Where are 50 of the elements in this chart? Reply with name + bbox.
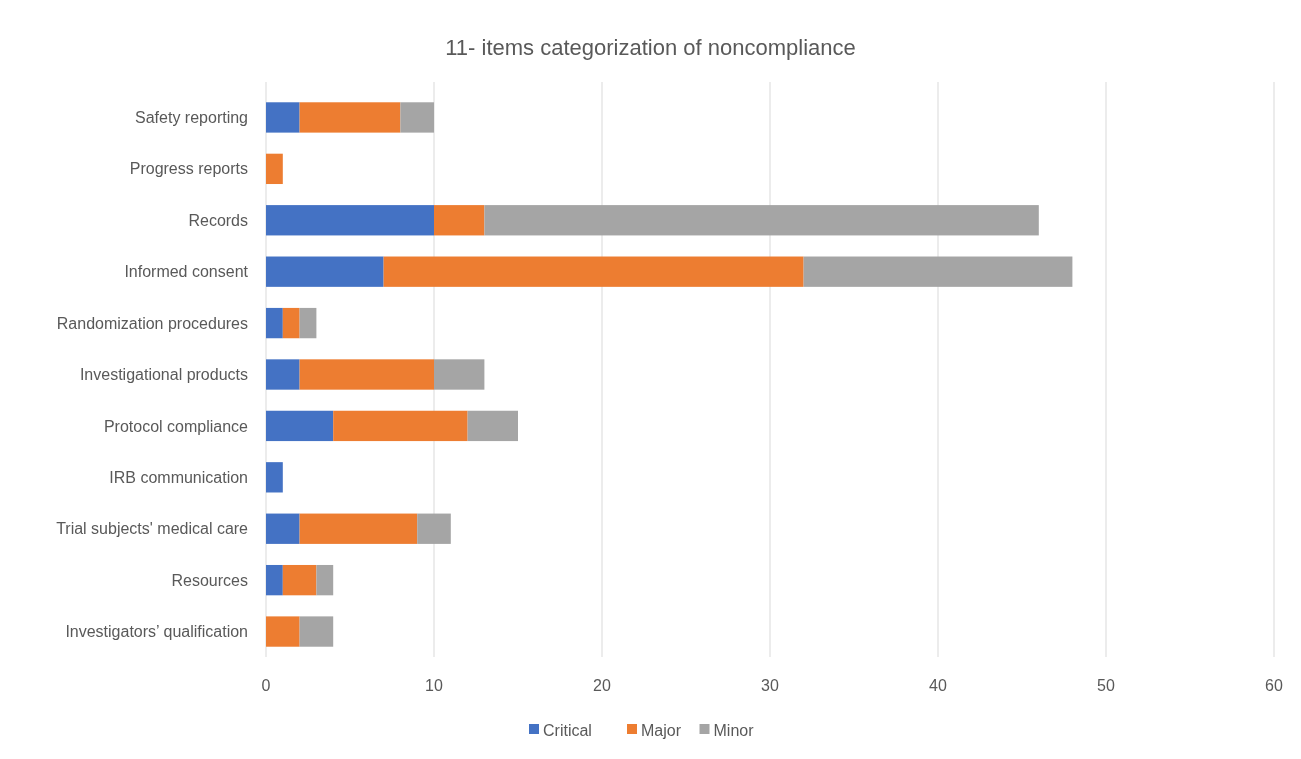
bar (266, 307, 283, 339)
bar (266, 205, 434, 236)
bar (299, 616, 334, 647)
legend-label: Critical (543, 721, 592, 739)
x-tick-label: 0 (261, 677, 271, 694)
chart-title: 11- items categorization of noncompliance (445, 35, 856, 60)
y-tick-label: IRB communication (109, 468, 248, 486)
bar (266, 256, 384, 287)
bar (434, 359, 485, 390)
y-tick-label: Protocol compliance (103, 417, 249, 435)
x-tick-label: 30 (761, 677, 779, 694)
x-tick-label: 40 (929, 677, 947, 694)
bar (266, 359, 300, 390)
bar (467, 410, 518, 442)
bar (266, 564, 283, 596)
bar (484, 205, 1039, 236)
y-tick-label: Informed consent (124, 263, 249, 281)
y-tick-label: Trial subjects' medical care (56, 520, 249, 538)
legend-label: Major (641, 721, 682, 739)
bar (266, 616, 300, 647)
y-tick-label: Investigational products (79, 366, 248, 384)
y-tick-label: Randomization procedures (56, 314, 248, 332)
x-tick-label: 60 (1265, 677, 1283, 694)
bar (266, 462, 283, 493)
y-tick-label: Records (188, 211, 248, 229)
bar (299, 102, 401, 133)
bar (266, 153, 283, 185)
x-tick-label: 10 (425, 677, 443, 694)
bar (266, 102, 300, 133)
bar (299, 307, 317, 339)
x-tick-label: 20 (593, 677, 611, 694)
bar (266, 513, 300, 544)
x-tick-label: 50 (1097, 677, 1115, 694)
bar (316, 564, 334, 596)
y-tick-label: Resources (171, 571, 248, 589)
y-tick-label: Progress reports (129, 160, 248, 178)
y-tick-label: Safety reporting (135, 109, 248, 127)
bar (434, 205, 485, 236)
legend-label: Minor (713, 721, 755, 739)
bar (266, 410, 334, 442)
y-tick-label: Investigators’ qualification (65, 623, 248, 641)
bar (333, 410, 468, 442)
bar (282, 307, 300, 339)
bar (803, 256, 1073, 287)
bar (299, 359, 434, 390)
bar (299, 513, 418, 544)
bar (417, 513, 451, 544)
bar (282, 564, 317, 596)
bar (400, 102, 434, 133)
bar (383, 256, 804, 287)
